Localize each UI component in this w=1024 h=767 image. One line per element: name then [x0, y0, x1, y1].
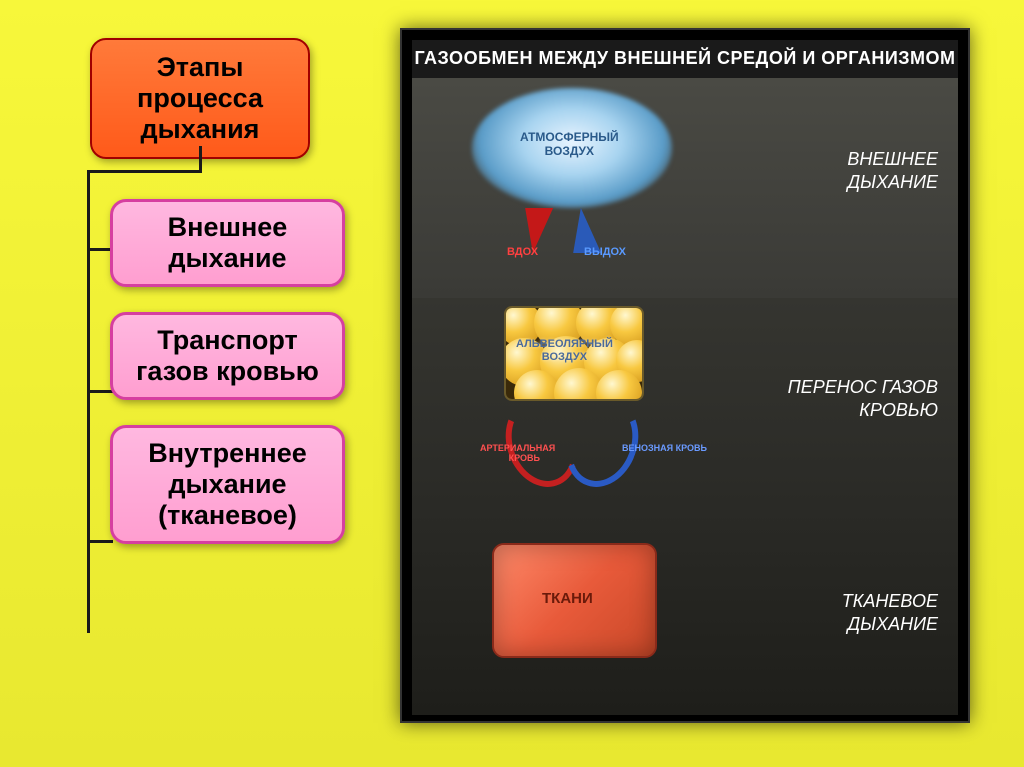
inhale-label: ВДОХ [507, 246, 538, 258]
connector [199, 146, 202, 173]
section-gas-transport: АЛЬВЕОЛЯРНЫЙВОЗДУХ АРТЕРИАЛЬНАЯ КРОВЬ ВЕ… [412, 298, 958, 508]
section-label: ТКАНЕВОЕДЫХАНИЕ [842, 590, 938, 637]
section-tissue-breathing: ТКАНИ ТКАНЕВОЕДЫХАНИЕ [412, 508, 958, 715]
connector [87, 390, 113, 393]
section-label: ВНЕШНЕЕДЫХАНИЕ [847, 148, 938, 195]
section-label: ПЕРЕНОС ГАЗОВКРОВЬЮ [788, 376, 938, 423]
stage-box-transport: Транспорт газов кровью [110, 312, 345, 400]
stages-flowchart: Этапы процесса дыхания Внешнее дыхание Т… [55, 28, 345, 723]
stage-box-internal: Внутреннее дыхание (тканевое) [110, 425, 345, 544]
exhale-label: ВЫДОХ [584, 246, 626, 258]
section-external-breathing: АТМОСФЕРНЫЙВОЗДУХ ВДОХ ВЫДОХ ВНЕШНЕЕДЫХА… [412, 78, 958, 298]
atmosphere-label: АТМОСФЕРНЫЙВОЗДУХ [520, 130, 619, 159]
alveolar-label: АЛЬВЕОЛЯРНЫЙВОЗДУХ [516, 338, 613, 364]
connector [87, 540, 113, 543]
slide-content: Этапы процесса дыхания Внешнее дыхание Т… [0, 0, 1024, 723]
arterial-label: АРТЕРИАЛЬНАЯ КРОВЬ [480, 443, 540, 463]
gas-exchange-panel: ГАЗООБМЕН МЕЖДУ ВНЕШНЕЙ СРЕДОЙ И ОРГАНИЗ… [400, 28, 970, 723]
panel-inner: ГАЗООБМЕН МЕЖДУ ВНЕШНЕЙ СРЕДОЙ И ОРГАНИЗ… [412, 40, 958, 711]
connector [87, 173, 90, 633]
venous-label: ВЕНОЗНАЯ КРОВЬ [622, 443, 707, 453]
tissue-label: ТКАНИ [542, 590, 593, 607]
stage-box-external: Внешнее дыхание [110, 199, 345, 287]
panel-title: ГАЗООБМЕН МЕЖДУ ВНЕШНЕЙ СРЕДОЙ И ОРГАНИЗ… [412, 40, 958, 73]
main-stage-box: Этапы процесса дыхания [90, 38, 310, 159]
connector [87, 170, 202, 173]
